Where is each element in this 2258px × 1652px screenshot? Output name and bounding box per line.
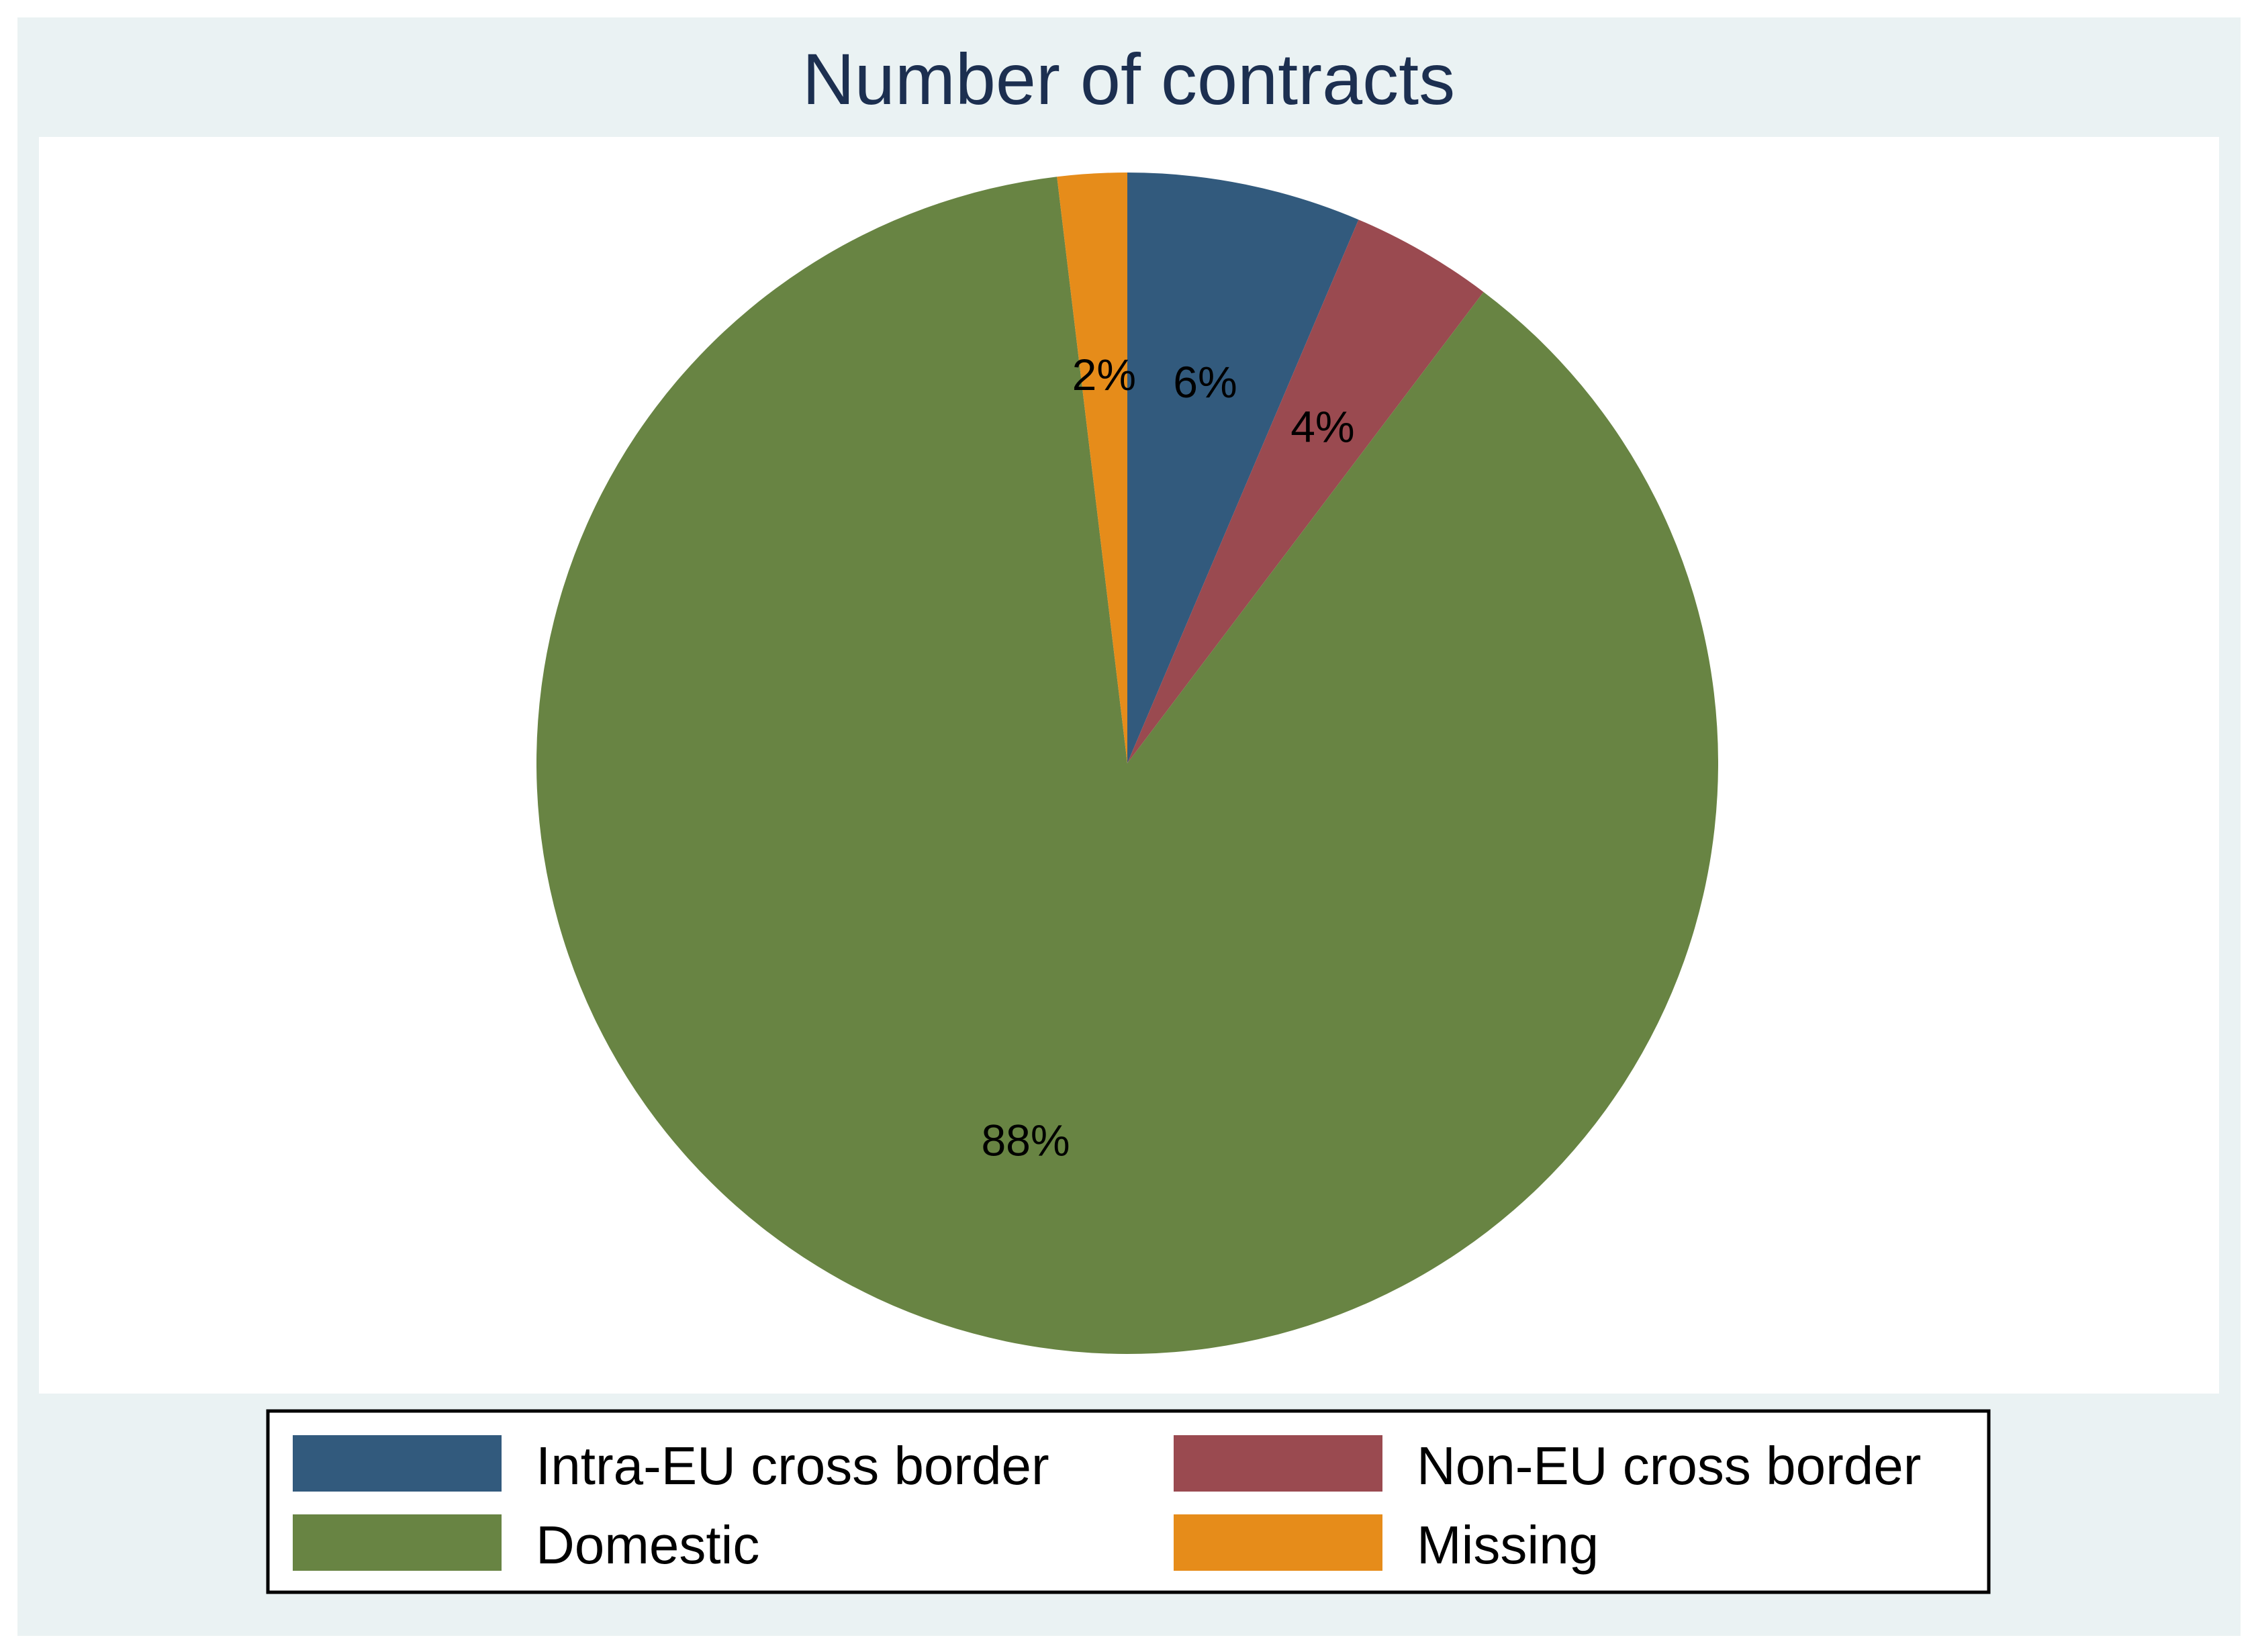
legend-label-intra-eu-cross-border: Intra-EU cross border — [536, 1436, 1049, 1496]
slice-labels: 6% 4% 88% 2% — [981, 350, 1354, 1165]
legend-swatch-missing — [1174, 1514, 1382, 1571]
slice-label-missing: 2% — [1072, 350, 1136, 399]
legend-label-domestic: Domestic — [536, 1515, 759, 1575]
chart-title: Number of contracts — [802, 38, 1455, 119]
legend-swatch-domestic — [293, 1514, 502, 1571]
legend-label-missing: Missing — [1417, 1515, 1599, 1575]
legend: Intra-EU cross border Non-EU cross border… — [293, 1435, 1921, 1575]
pie-slice-domestic — [536, 177, 1719, 1354]
slice-label-domestic: 88% — [981, 1116, 1070, 1165]
legend-swatch-non-eu-cross-border — [1174, 1435, 1382, 1492]
pie-slice-missing — [1057, 173, 1127, 763]
slice-label-intra-eu-cross-border: 6% — [1173, 357, 1237, 407]
pie-slice-non-eu-cross-border — [1127, 220, 1484, 763]
legend-box — [266, 1409, 1991, 1594]
pie-slices — [536, 173, 1719, 1354]
legend-label-non-eu-cross-border: Non-EU cross border — [1417, 1436, 1921, 1496]
pie-slice-intra-eu-cross-border — [1127, 173, 1359, 763]
legend-swatch-intra-eu-cross-border — [293, 1435, 502, 1492]
slice-label-non-eu-cross-border: 4% — [1290, 401, 1354, 451]
